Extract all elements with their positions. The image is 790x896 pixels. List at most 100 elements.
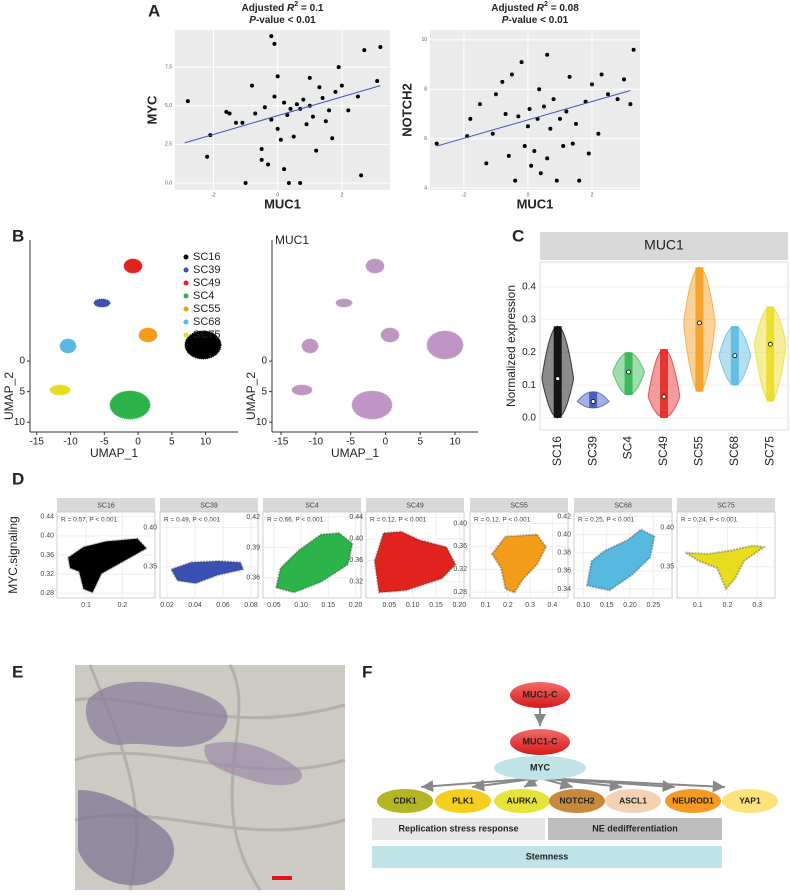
x-tick-label: -5 [100,437,109,448]
x-tick-label: 0 [135,437,141,448]
title-part: R [287,3,295,14]
panel-label: C [512,226,524,245]
x-tick-label: 0.08 [244,602,258,609]
y-tick-label: 5 [19,386,25,397]
y-tick-label: 0.1 [522,380,536,391]
x-tick-label: 0.10 [577,602,591,609]
point [243,181,248,186]
x-axis-label: MUC1 [264,196,301,211]
point [285,113,290,118]
title-part: R [537,3,545,14]
point [490,131,495,136]
annotation: R = 0.12, P < 0.001 [370,517,427,524]
legend-marker [183,306,189,312]
y-tick-label: 0.28 [453,589,467,596]
y-tick-label: 0.34 [557,586,571,593]
point-cloud [490,533,548,594]
y-tick-label: 0.40 [660,524,674,531]
y-tick-label: 0.40 [143,524,157,531]
legend-marker [183,280,189,286]
category-bar [372,846,722,868]
point [282,100,287,105]
node-label: MYC [530,762,551,772]
point [359,173,364,178]
chart-title: Adjusted R2 = 0.08 [491,1,579,13]
strip-header [366,498,464,512]
legend-marker [183,332,189,338]
x-tick-label: 0.2 [503,602,513,609]
x-tick-label: SC16 [550,436,564,466]
point [484,161,489,166]
point [291,134,296,139]
point [586,151,591,156]
point [615,97,620,102]
point [513,178,518,183]
point [631,47,636,52]
title-part: Adjusted [241,3,287,14]
strip-header [540,232,788,260]
point [561,144,566,149]
y-tick-label: 10 [256,417,268,428]
node [494,756,586,780]
y-tick-label: 0.40 [557,531,571,538]
x-tick-label: 0.3 [752,602,762,609]
legend-marker [183,293,189,299]
x-tick-label: -15 [274,437,289,448]
x-tick-label: SC49 [656,436,670,466]
point [567,74,572,79]
node [435,789,491,813]
tissue-image [74,664,346,891]
y-tick-label: 0.0 [165,180,172,186]
x-tick-label: 0.25 [647,602,661,609]
x-axis-label: UMAP_1 [331,446,379,460]
point [522,144,527,149]
point [269,117,274,122]
point [529,163,534,168]
point [288,106,293,111]
category-label: Replication stress response [398,823,518,833]
node-label: NEUROD1 [672,795,714,805]
node [549,789,605,813]
y-tick-label: 0.36 [349,557,363,564]
cluster [335,298,353,308]
chart-title: MUC1 [275,233,309,247]
legend-label: SC75 [193,329,221,341]
y-tick-label: 0.36 [246,575,260,582]
x-tick-label: 0.10 [294,602,308,609]
mean-marker [661,394,667,399]
facet-title: SC75 [717,502,735,509]
x-tick-label: SC75 [762,436,776,466]
point [250,83,255,88]
x-tick-label: -2 [211,192,216,198]
mean-marker [590,399,596,404]
strip-header [263,498,361,512]
x-axis-label: MUC1 [517,196,554,211]
point [339,83,344,88]
cluster [301,338,319,354]
legend-marker [183,319,189,325]
x-tick-label: 0 [276,192,279,198]
x-tick-label: 10 [449,437,461,448]
y-tick-label: 2.5 [165,142,172,148]
point [589,82,594,87]
point [628,102,633,107]
point [259,157,264,162]
cluster [49,384,71,396]
point [272,41,277,46]
panel-label: F [362,662,372,681]
point [346,108,351,113]
title-part: = 0.08 [548,3,579,14]
point [298,181,303,186]
point [301,97,306,102]
title-part: 2 [544,1,548,8]
x-tick-label: -5 [346,437,355,448]
y-tick-label: 0.32 [453,566,467,573]
node-label: AURKA [507,795,538,805]
x-tick-label: 0.3 [525,602,535,609]
x-tick-label: 0.02 [160,602,174,609]
point [272,94,277,99]
x-tick-label: -2 [462,192,467,198]
title-part: 2 [294,1,298,8]
cluster [138,327,158,343]
y-axis-label: UMAP_2 [2,372,16,420]
